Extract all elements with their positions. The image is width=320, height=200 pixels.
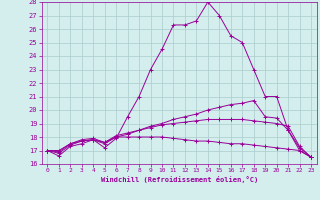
X-axis label: Windchill (Refroidissement éolien,°C): Windchill (Refroidissement éolien,°C) <box>100 176 258 183</box>
